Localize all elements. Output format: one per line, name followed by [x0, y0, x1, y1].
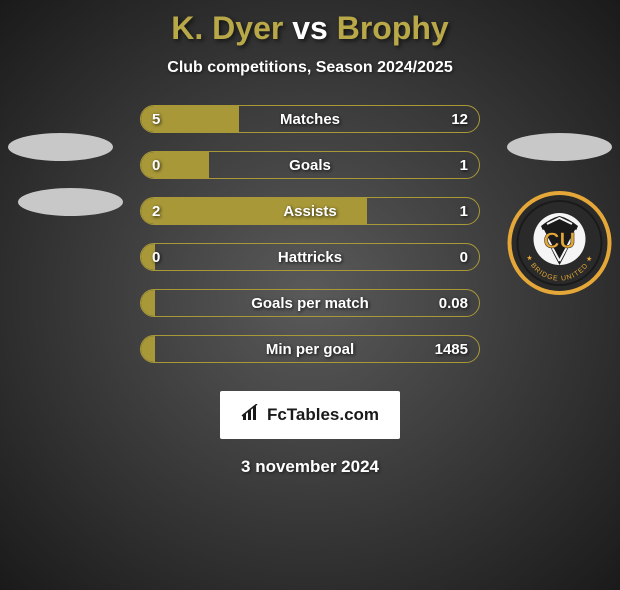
- stat-right-value: 0.08: [439, 289, 468, 317]
- logo-text: FcTables.com: [267, 405, 379, 425]
- stat-row: Goals per match0.08: [140, 289, 480, 317]
- stat-right-value: 0: [460, 243, 468, 271]
- stat-label: Assists: [140, 197, 480, 225]
- stat-row: 0Hattricks0: [140, 243, 480, 271]
- vs-text: vs: [292, 10, 328, 46]
- stat-label: Goals per match: [140, 289, 480, 317]
- date-text: 3 november 2024: [0, 457, 620, 477]
- player2-photo-placeholder: [507, 133, 612, 161]
- stats-container: 5Matches120Goals12Assists10Hattricks0Goa…: [140, 105, 480, 363]
- stat-label: Goals: [140, 151, 480, 179]
- stat-row: 0Goals1: [140, 151, 480, 179]
- player2-name: Brophy: [337, 10, 449, 46]
- player1-club-placeholder: [18, 188, 123, 216]
- player1-name: K. Dyer: [171, 10, 283, 46]
- subtitle: Club competitions, Season 2024/2025: [0, 59, 620, 77]
- player1-photo-placeholder: [8, 133, 113, 161]
- chart-icon: [241, 404, 263, 427]
- stat-row: 2Assists1: [140, 197, 480, 225]
- stat-right-value: 1485: [435, 335, 468, 363]
- stat-label: Hattricks: [140, 243, 480, 271]
- stat-label: Matches: [140, 105, 480, 133]
- stat-right-value: 12: [451, 105, 468, 133]
- stat-right-value: 1: [460, 197, 468, 225]
- source-logo: FcTables.com: [220, 391, 400, 439]
- svg-text:CU: CU: [544, 228, 576, 253]
- page-title: K. Dyer vs Brophy: [0, 10, 620, 47]
- stat-label: Min per goal: [140, 335, 480, 363]
- club-badge: CU ★ BRIDGE UNITED ★: [507, 188, 612, 298]
- stat-row: 5Matches12: [140, 105, 480, 133]
- stat-row: Min per goal1485: [140, 335, 480, 363]
- stat-right-value: 1: [460, 151, 468, 179]
